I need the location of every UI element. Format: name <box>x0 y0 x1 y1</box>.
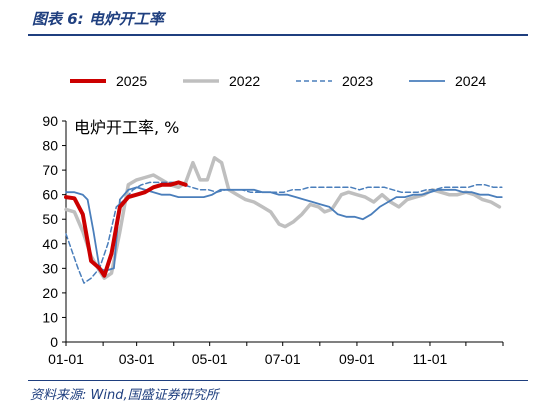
series-line-2025 <box>64 180 188 278</box>
footer-divider <box>28 380 528 381</box>
series-line-2024 <box>65 186 503 272</box>
x-tick-label: 03-01 <box>119 351 155 367</box>
series-line-2023 <box>65 181 503 284</box>
y-tick-label: 0 <box>50 334 58 350</box>
legend-label-2025: 2025 <box>116 73 147 89</box>
legend-label-2022: 2022 <box>229 73 260 89</box>
source-note: 资料来源: Wind,国盛证券研究所 <box>30 388 219 403</box>
y-tick-label: 80 <box>42 138 58 154</box>
y-unit-label: 电炉开工率, % <box>74 118 179 137</box>
legend-label-2023: 2023 <box>342 73 373 89</box>
figure-title: 图表 6: 电炉开工率 <box>32 10 164 28</box>
x-tick-label: 07-01 <box>265 351 301 367</box>
y-tick-label: 70 <box>42 162 58 178</box>
x-tick-label: 01-01 <box>48 351 84 367</box>
legend-label-2024: 2024 <box>455 73 486 89</box>
x-tick-label: 09-01 <box>339 351 375 367</box>
figure-header: 图表 6: 电炉开工率 <box>28 6 528 36</box>
y-tick-label: 60 <box>42 187 58 203</box>
series-line-2022 <box>64 156 502 280</box>
y-tick-label: 50 <box>42 211 58 227</box>
y-tick-label: 40 <box>42 236 58 252</box>
x-tick-label: 05-01 <box>192 351 228 367</box>
y-tick-label: 10 <box>42 309 58 325</box>
y-tick-label: 20 <box>42 285 58 301</box>
x-tick-label: 11-01 <box>413 351 448 367</box>
y-tick-label: 30 <box>42 260 58 276</box>
y-tick-label: 90 <box>42 113 58 129</box>
header-divider <box>28 34 528 36</box>
